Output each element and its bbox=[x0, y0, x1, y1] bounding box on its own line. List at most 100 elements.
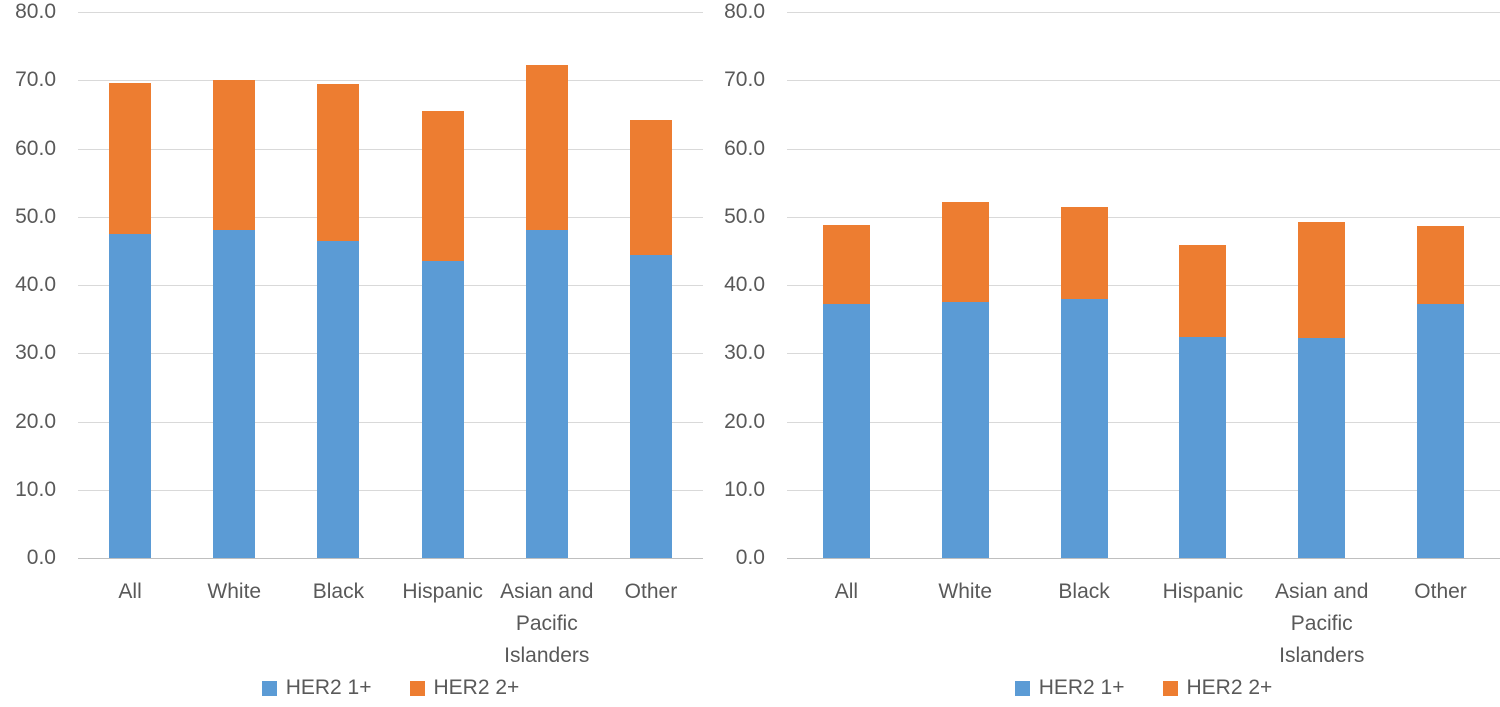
bar-segment-her2-2- bbox=[1179, 245, 1227, 337]
y-axis-tick-label: 0.0 bbox=[735, 546, 765, 569]
bar-segment-her2-1- bbox=[1179, 336, 1227, 558]
y-axis-tick-label: 50.0 bbox=[724, 204, 765, 228]
gridline bbox=[78, 216, 703, 218]
x-axis-line bbox=[78, 558, 703, 559]
legend-item: HER2 2+ bbox=[1162, 676, 1272, 700]
bar-slot bbox=[78, 12, 182, 558]
y-axis-tick-label: 70.0 bbox=[724, 68, 765, 92]
gridline bbox=[787, 216, 1500, 218]
y-axis-tick-label: 50.0 bbox=[15, 204, 56, 228]
y-axis-tick-label: 0.0 bbox=[26, 546, 56, 569]
y-axis-tick-label: 10.0 bbox=[724, 477, 765, 501]
legend-swatch bbox=[1162, 680, 1178, 696]
legend-item: HER2 2+ bbox=[409, 676, 520, 700]
stacked-bar bbox=[317, 84, 360, 558]
legend-swatch bbox=[1014, 680, 1030, 696]
gridline bbox=[787, 80, 1500, 82]
category-label: Other bbox=[1414, 580, 1467, 603]
category-labels: All White Black Hispanic Asian and Pacific I… bbox=[78, 558, 703, 674]
bar-slot bbox=[1025, 12, 1144, 558]
y-axis-tick-label: 10.0 bbox=[15, 477, 56, 501]
y-axis-tick-label: 40.0 bbox=[15, 273, 56, 296]
bar-segment-her2-1- bbox=[1298, 337, 1346, 558]
gridline bbox=[78, 12, 703, 13]
bar-segment-her2-2- bbox=[1298, 222, 1346, 338]
bar-segment-her2-2- bbox=[1417, 225, 1465, 305]
bar-segment-her2-2- bbox=[525, 64, 568, 231]
bar-slot bbox=[599, 12, 703, 558]
stacked-bar bbox=[1179, 245, 1227, 558]
plot-area bbox=[787, 12, 1500, 559]
category-label: White bbox=[938, 580, 993, 603]
legend-label: HER2 1+ bbox=[1038, 676, 1125, 699]
gridline bbox=[78, 353, 703, 355]
legend-spacer bbox=[0, 674, 78, 700]
bar-segment-her2-2- bbox=[317, 84, 360, 241]
gridline bbox=[78, 285, 703, 286]
bars-layer bbox=[787, 12, 1500, 558]
stacked-bar bbox=[629, 119, 672, 558]
y-axis-tick-label: 80.0 bbox=[15, 0, 56, 23]
bar-slot bbox=[1381, 12, 1500, 558]
bar-segment-her2-1- bbox=[421, 261, 464, 558]
stacked-bar bbox=[941, 201, 989, 558]
category-label: Hispanic bbox=[1162, 580, 1244, 603]
category-label: Black bbox=[312, 580, 365, 603]
plot-row: 0.0 10.0 20.0 30.0 40.0 50.0 60.0 70.0 80.0 bbox=[0, 0, 703, 569]
y-axis-tick-label: 30.0 bbox=[724, 341, 765, 365]
legend: HER2 1+ HER2 2+ bbox=[787, 676, 1500, 700]
category-label: All bbox=[834, 580, 859, 603]
y-axis: 0.0 10.0 20.0 30.0 40.0 50.0 60.0 70.0 80.0 bbox=[0, 0, 78, 569]
bar-segment-her2-1- bbox=[109, 233, 152, 558]
x-axis: All White Black Hispanic Asian and Pacific I… bbox=[0, 558, 703, 674]
category-label: All bbox=[118, 580, 142, 603]
stacked-bar-chart-right: 0.0 10.0 20.0 30.0 40.0 50.0 60.0 70.0 80.0 All W… bbox=[703, 0, 1500, 707]
legend-item: HER2 1+ bbox=[1014, 676, 1125, 700]
category-label: Other bbox=[624, 580, 678, 603]
category-label: Hispanic bbox=[402, 580, 483, 603]
bar-slot bbox=[1262, 12, 1381, 558]
x-axis: All White Black Hispanic Asian and Pacific I… bbox=[703, 558, 1500, 674]
gridline bbox=[787, 421, 1500, 423]
bar-segment-her2-1- bbox=[317, 240, 360, 558]
bar-slot bbox=[1143, 12, 1262, 558]
category-label: Black bbox=[1058, 580, 1110, 603]
gridline bbox=[787, 353, 1500, 355]
bar-slot bbox=[787, 12, 906, 558]
category-label: Asian and Pacific Islanders bbox=[1275, 580, 1369, 667]
bar-segment-her2-1- bbox=[941, 302, 989, 558]
bar-segment-her2-2- bbox=[213, 80, 256, 231]
y-axis: 0.0 10.0 20.0 30.0 40.0 50.0 60.0 70.0 80.0 bbox=[703, 0, 787, 569]
bar-segment-her2-2- bbox=[822, 224, 870, 305]
y-axis-tick-label: 60.0 bbox=[15, 136, 56, 160]
bar-slot bbox=[391, 12, 495, 558]
gridline bbox=[78, 421, 703, 423]
x-axis-line bbox=[787, 558, 1500, 559]
plot-row: 0.0 10.0 20.0 30.0 40.0 50.0 60.0 70.0 80.0 bbox=[703, 0, 1500, 569]
bar-segment-her2-2- bbox=[1060, 207, 1108, 299]
bar-segment-her2-1- bbox=[525, 230, 568, 558]
gridline bbox=[787, 285, 1500, 286]
legend-label: HER2 2+ bbox=[433, 676, 520, 699]
gridline bbox=[787, 12, 1500, 13]
stacked-bar-chart-left: 0.0 10.0 20.0 30.0 40.0 50.0 60.0 70.0 80.0 All W… bbox=[0, 0, 703, 707]
axis-spacer bbox=[703, 558, 787, 674]
bar-segment-her2-1- bbox=[1417, 304, 1465, 558]
category-label: Asian and Pacific Islanders bbox=[500, 580, 594, 667]
gridline bbox=[78, 80, 703, 82]
bar-segment-her2-1- bbox=[629, 254, 672, 558]
y-axis-tick-label: 20.0 bbox=[15, 409, 56, 433]
stacked-bar bbox=[1060, 207, 1108, 558]
stacked-bar bbox=[525, 64, 568, 558]
plot-area bbox=[78, 12, 703, 559]
legend-swatch bbox=[261, 680, 277, 696]
bar-segment-her2-2- bbox=[109, 82, 152, 234]
legend-spacer bbox=[703, 674, 787, 700]
gridline bbox=[787, 148, 1500, 150]
legend: HER2 1+ HER2 2+ bbox=[78, 676, 703, 700]
bar-segment-her2-1- bbox=[822, 304, 870, 558]
bar-slot bbox=[286, 12, 390, 558]
bar-segment-her2-1- bbox=[213, 230, 256, 558]
bars-layer bbox=[78, 12, 703, 558]
